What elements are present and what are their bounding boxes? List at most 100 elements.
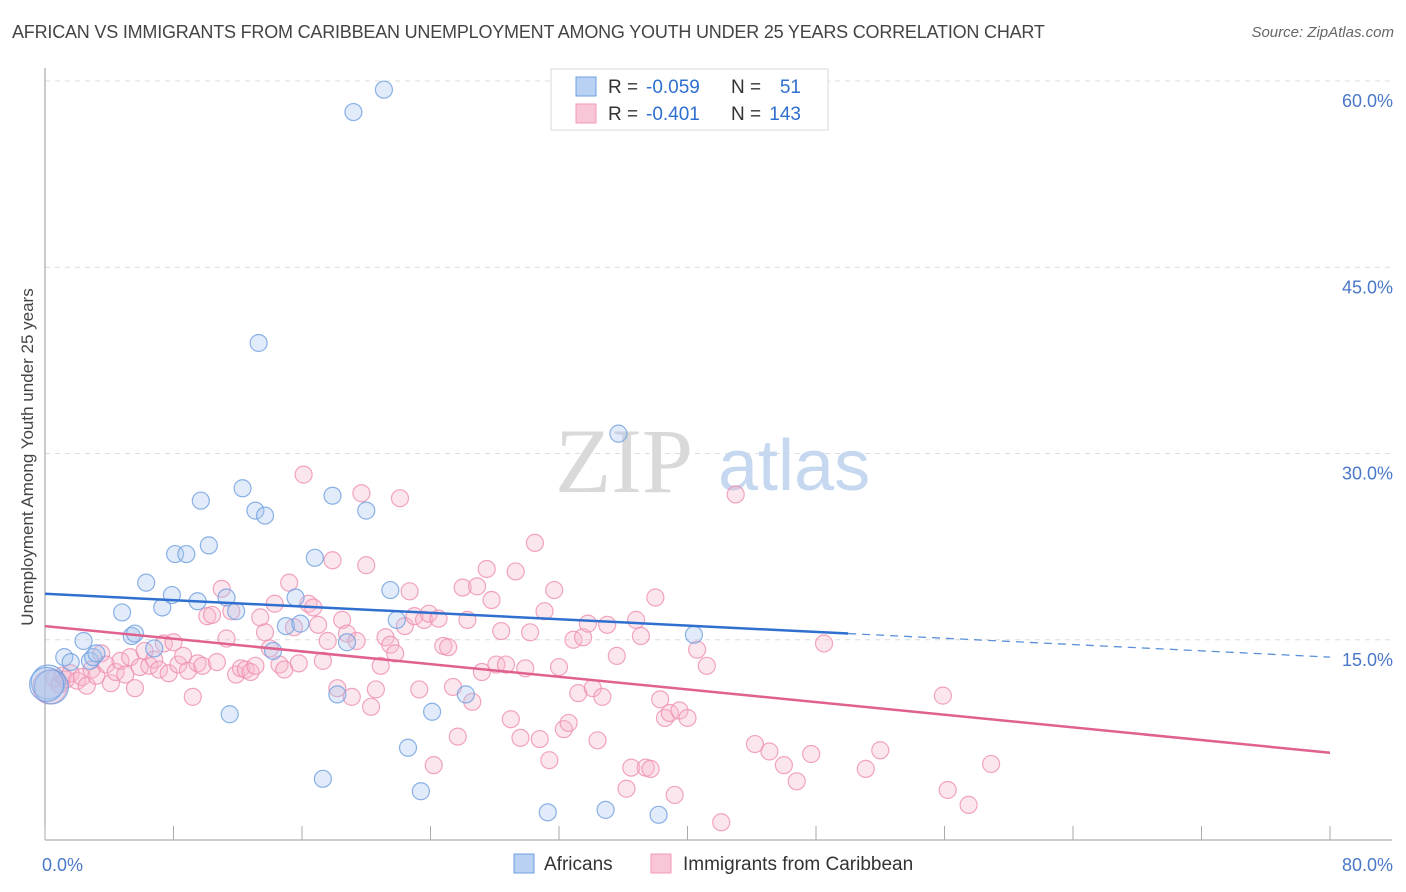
caribbean-point [631, 626, 651, 646]
caribbean-point [463, 692, 482, 711]
africans-point [411, 782, 430, 801]
africans-point [29, 666, 65, 703]
africans-point [112, 603, 132, 622]
africans-point [398, 738, 418, 757]
x-tick-label-min: 0.0% [42, 855, 83, 875]
x-tick-label-max: 80.0% [1342, 855, 1393, 875]
africans-point [328, 685, 347, 704]
caribbean-point [588, 731, 607, 750]
africans-point [456, 685, 475, 704]
africans-point [337, 633, 357, 652]
zipatlas-watermark: ZIP atlas [555, 410, 870, 512]
y-tick-label: 15.0% [1342, 650, 1393, 670]
bottom-legend-africans: Africans [544, 854, 613, 875]
caribbean-point [400, 582, 419, 601]
africans-point [323, 486, 342, 505]
caribbean-point [697, 656, 716, 675]
africans-point [87, 644, 106, 663]
caribbean-point [111, 651, 130, 670]
caribbean-point [511, 728, 530, 747]
caribbean-point [202, 605, 222, 625]
caribbean-point [342, 687, 361, 706]
caribbean-point [641, 759, 660, 778]
correlation-legend: R = -0.059 N = 51 R = -0.401 N = 143 [550, 68, 829, 131]
caribbean-point [212, 579, 231, 598]
caribbean-point [760, 742, 779, 761]
axes [44, 68, 1392, 841]
africans-point [291, 614, 310, 633]
legend-r-label-1: R = [608, 77, 638, 98]
caribbean-point [333, 610, 352, 629]
caribbean-point [328, 679, 347, 698]
caribbean-point [678, 708, 697, 728]
caribbean-point [289, 654, 308, 673]
caribbean-point [559, 713, 578, 733]
legend-box [550, 68, 829, 131]
caribbean-point [626, 610, 646, 629]
caribbean-point [386, 644, 405, 663]
caribbean-point [856, 759, 875, 778]
caribbean-point [774, 756, 793, 775]
legend-n-label-1: N = [731, 77, 761, 98]
africans-point [387, 610, 406, 629]
caribbean-point [549, 657, 569, 677]
caribbean-point [569, 684, 588, 703]
caribbean-point [573, 628, 593, 647]
africans-point [191, 491, 210, 510]
caribbean-point [482, 590, 501, 610]
caribbean-point [183, 687, 202, 706]
y-tick-labels: 15.0% 30.0% 45.0% 60.0% [1342, 91, 1393, 670]
caribbean-point [207, 652, 226, 672]
africans-point [596, 800, 615, 819]
africans-point [199, 536, 218, 555]
caribbean-point [501, 710, 520, 729]
legend-r-value-1: -0.059 [646, 77, 700, 98]
series-africans-points [29, 80, 704, 824]
africans-point [30, 664, 66, 700]
caribbean-point [938, 780, 957, 800]
legend-swatch-caribbean [575, 103, 597, 124]
caribbean-point [477, 559, 496, 579]
caribbean-point [467, 577, 487, 596]
watermark-zip: ZIP [555, 410, 693, 512]
caribbean-point [959, 795, 978, 814]
caribbean-point [308, 615, 328, 634]
source-label: Source: ZipAtlas.com [1251, 24, 1394, 41]
caribbean-point [236, 660, 255, 679]
legend-swatch-africans [575, 76, 597, 97]
chart-title: AFRICAN VS IMMIGRANTS FROM CARIBBEAN UNE… [12, 22, 1045, 42]
africans-point [74, 631, 93, 651]
caribbean-point [318, 631, 337, 651]
y-tick-label: 30.0% [1342, 464, 1393, 484]
caribbean-point [294, 465, 313, 484]
caribbean-point [787, 772, 806, 791]
caribbean-point [802, 744, 821, 764]
caribbean-point [227, 665, 246, 684]
caribbean-point [726, 485, 745, 504]
bottom-legend-swatch-caribbean [650, 853, 672, 874]
caribbean-point [981, 754, 1001, 774]
caribbean-point [178, 661, 198, 680]
caribbean-point [390, 489, 410, 508]
legend-n-label-2: N = [731, 104, 761, 125]
caribbean-point [607, 646, 626, 665]
africans-point [220, 705, 239, 724]
africans-trend-line [44, 592, 849, 635]
caribbean-point [545, 580, 564, 600]
series-caribbean-points [32, 465, 1001, 832]
caribbean-point [193, 656, 212, 675]
caribbean-point [140, 656, 159, 675]
gridlines [45, 80, 1392, 641]
caribbean-point [125, 679, 145, 698]
africans-point [374, 80, 394, 99]
caribbean-point [520, 623, 540, 642]
africans-point [684, 625, 704, 644]
caribbean-point [540, 751, 559, 770]
caribbean-point [381, 635, 400, 654]
caribbean-point [347, 631, 366, 651]
africans-point [381, 580, 400, 600]
caribbean-point [871, 741, 890, 760]
africans-point [305, 548, 324, 567]
africans-point [276, 616, 296, 636]
